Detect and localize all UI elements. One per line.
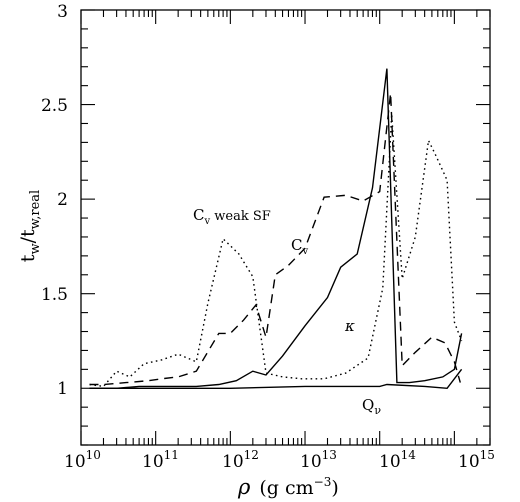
x-tick-label: 1011 bbox=[142, 448, 179, 472]
x-tick-label: 1015 bbox=[458, 448, 495, 472]
ticks bbox=[80, 9, 491, 446]
y-axis-label-sub2: w,real bbox=[28, 190, 43, 230]
series-line-qnu bbox=[89, 368, 463, 390]
y-tick-label: 2 bbox=[57, 190, 68, 210]
x-tick-label-exp: 13 bbox=[322, 448, 337, 462]
x-tick-label-exp: 12 bbox=[244, 448, 259, 462]
y-tick-label: 1.5 bbox=[41, 285, 68, 305]
annotation-base: C bbox=[193, 206, 204, 224]
plot-frame bbox=[80, 9, 491, 446]
x-tick-label-exp: 11 bbox=[164, 448, 179, 462]
annotation-kappa: κ bbox=[344, 317, 355, 335]
x-tick-label-base: 10 bbox=[64, 452, 86, 472]
x-tick-label-exp: 15 bbox=[480, 448, 495, 462]
series-line-cv bbox=[89, 93, 461, 386]
x-axis-label: ρ (g cm−3) bbox=[237, 475, 339, 499]
x-tick-label-base: 10 bbox=[142, 452, 164, 472]
y-axis-label: tw/tw,real bbox=[17, 190, 43, 262]
x-tick-label: 1013 bbox=[300, 448, 337, 472]
annotation-sub: v bbox=[203, 216, 210, 227]
x-tick-label-exp: 14 bbox=[401, 448, 417, 462]
y-axis-label-sub1: w bbox=[28, 243, 43, 254]
x-axis-unit-open: (g cm bbox=[259, 477, 313, 499]
x-tick-label: 1010 bbox=[64, 448, 101, 472]
x-axis-symbol: ρ bbox=[237, 475, 251, 499]
x-tick-label-base: 10 bbox=[300, 452, 322, 472]
annotation-cv-weak-sf: Cv weak SF bbox=[193, 206, 271, 227]
x-tick-label-base: 10 bbox=[458, 452, 480, 472]
annotation-cv: Cv bbox=[291, 236, 308, 257]
x-axis-unit-close: ) bbox=[331, 477, 338, 499]
series-line-cv-weak-sf bbox=[89, 113, 463, 388]
x-tick-label: 1012 bbox=[222, 448, 259, 472]
x-axis-unit-exp: −3 bbox=[314, 475, 332, 489]
x-tick-label: 1014 bbox=[379, 448, 416, 472]
x-tick-label-exp: 10 bbox=[86, 448, 101, 462]
annotation-base: C bbox=[291, 236, 302, 254]
annotation-sub: v bbox=[301, 246, 308, 257]
annotation-rest: weak SF bbox=[210, 209, 271, 224]
annotation-qnu: Qν bbox=[362, 396, 381, 417]
y-tick-label: 3 bbox=[57, 2, 68, 22]
annotation-base: Q bbox=[362, 396, 374, 414]
y-tick-label: 2.5 bbox=[41, 96, 68, 116]
y-tick-label: 1 bbox=[57, 379, 68, 399]
y-axis-label-slash: /t bbox=[17, 229, 39, 243]
x-tick-label-base: 10 bbox=[222, 452, 244, 472]
series-line-kappa bbox=[89, 68, 463, 389]
annotation-sub: ν bbox=[374, 404, 381, 417]
y-axis-label-base: t bbox=[17, 254, 39, 262]
series-layer bbox=[89, 68, 463, 390]
x-tick-label-base: 10 bbox=[379, 452, 401, 472]
